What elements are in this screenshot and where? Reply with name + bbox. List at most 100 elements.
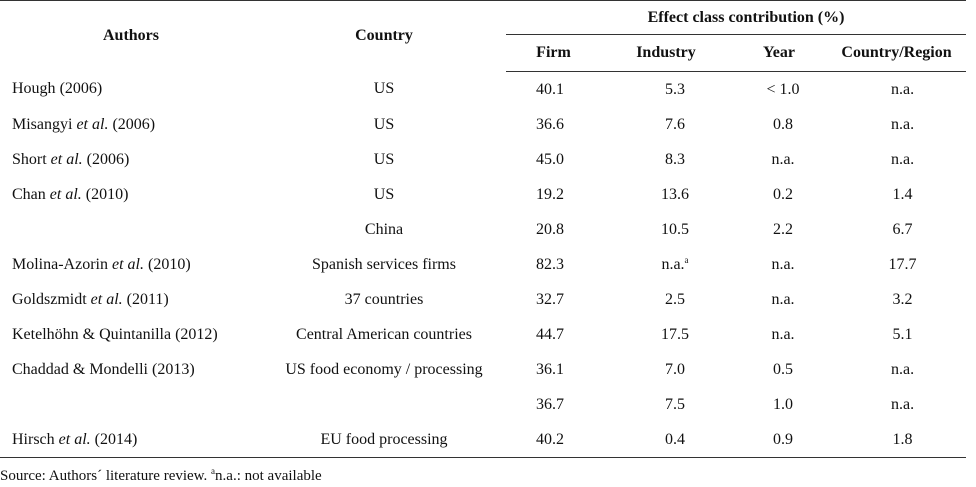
country-cell: US	[373, 115, 395, 133]
region-header: Country/Region	[827, 34, 967, 72]
year-cell: 0.8	[773, 115, 793, 133]
author-year: (2010)	[143, 255, 191, 273]
author-cell	[0, 387, 262, 422]
firm-cell: 40.2	[506, 422, 601, 458]
source-definition: n.a.: not available	[215, 468, 322, 484]
industry-value: 7.0	[665, 361, 685, 378]
industry-cell: 7.5	[601, 387, 731, 422]
country-cell: US food economy / processing	[285, 360, 483, 378]
region-cell: n.a.	[890, 80, 915, 98]
industry-cell: 0.4	[601, 422, 731, 458]
industry-cell: 8.3	[601, 142, 731, 177]
author-name: Molina-Azorin	[12, 255, 112, 273]
industry-cell: 17.5	[601, 317, 731, 352]
industry-cell: 7.0	[601, 352, 731, 387]
year-cell: n.a.	[771, 325, 795, 343]
region-cell: 1.4	[892, 185, 913, 203]
country-cell: Spanish services firms	[312, 255, 456, 273]
author-name: Short	[12, 150, 51, 168]
effect-class-header: Effect class contribution (%)	[506, 0, 967, 35]
firm-cell: 36.7	[536, 395, 564, 413]
industry-value: 10.5	[661, 221, 689, 238]
author-year: (2014)	[90, 430, 138, 448]
table-row: Misangyi et al. (2006) US 36.6 7.6 0.8 n.a.	[0, 107, 966, 142]
firm-cell: 82.3	[536, 255, 564, 273]
country-cell: US	[373, 80, 395, 98]
author-year: (2011)	[122, 290, 169, 308]
industry-value: 17.5	[661, 326, 689, 343]
country-cell: China	[364, 220, 404, 238]
year-cell: 2.2	[773, 220, 793, 238]
region-cell: n.a.	[890, 360, 915, 378]
firm-cell: 36.1	[536, 360, 564, 378]
effect-contribution-table: Authors Country Effect class contributio…	[0, 0, 967, 458]
year-cell: 1.0	[773, 395, 793, 413]
region-cell: 1.8	[827, 422, 967, 458]
year-header: Year	[731, 34, 827, 72]
author-cell: Chan et al. (2010)	[0, 177, 262, 212]
industry-value: 0.4	[665, 431, 685, 448]
year-cell: 0.2	[773, 185, 793, 203]
firm-cell: 32.7	[536, 290, 564, 308]
region-cell: 3.2	[892, 290, 913, 308]
year-cell: 0.9	[731, 422, 827, 458]
table-row: Ketelhöhn & Quintanilla (2012) Central Am…	[0, 317, 966, 352]
table-row: Goldszmidt et al. (2011) 37 countries 32.7…	[0, 282, 966, 317]
table-row: 36.7 7.5 1.0 n.a.	[0, 387, 966, 422]
year-cell: n.a.	[771, 150, 795, 168]
author-cell: Goldszmidt et al. (2011)	[0, 282, 262, 317]
author-name: Goldszmidt	[12, 290, 91, 308]
author-name: Chan	[12, 185, 50, 203]
region-cell: n.a.	[890, 150, 915, 168]
author-cell	[0, 212, 262, 247]
country-cell	[262, 387, 506, 422]
firm-cell: 44.7	[536, 325, 564, 343]
industry-footnote: a	[684, 255, 689, 265]
author-etal: et al.	[58, 430, 91, 448]
region-cell: n.a.	[890, 395, 915, 413]
author-name: Misangyi	[12, 115, 77, 133]
industry-value: 7.6	[665, 116, 685, 133]
author-name: Hirsch	[12, 430, 59, 448]
industry-value: 13.6	[661, 186, 689, 203]
table-row: Chaddad & Mondelli (2013) US food economy…	[0, 352, 966, 387]
author-name: Ketelhöhn & Quintanilla (2012)	[12, 325, 218, 343]
region-cell: 6.7	[892, 220, 913, 238]
author-year: (2006)	[82, 150, 130, 168]
industry-cell: 13.6	[601, 177, 731, 212]
author-cell: Hirsch et al. (2014)	[0, 422, 262, 458]
country-cell: Central American countries	[296, 325, 472, 343]
country-header: Country	[262, 0, 506, 72]
country-cell: US	[373, 150, 395, 168]
author-cell: Ketelhöhn & Quintanilla (2012)	[0, 317, 262, 352]
author-cell: Molina-Azorin et al. (2010)	[0, 247, 262, 282]
region-cell: n.a.	[890, 115, 915, 133]
industry-cell: 5.3	[601, 72, 731, 108]
author-year: (2006)	[108, 115, 156, 133]
country-cell: EU food processing	[262, 422, 506, 458]
authors-header: Authors	[0, 0, 262, 72]
table-body: Hough (2006) US 40.1 5.3 < 1.0 n.a. Misangyi e…	[0, 72, 967, 458]
year-cell: < 1.0	[766, 80, 800, 98]
year-cell: n.a.	[771, 290, 795, 308]
firm-cell: 45.0	[536, 150, 564, 168]
author-cell: Misangyi et al. (2006)	[0, 107, 262, 142]
author-etal: et al.	[76, 115, 109, 133]
author-year: (2010)	[81, 185, 129, 203]
industry-value: n.a.	[661, 256, 685, 273]
source-note: Source: Authors´ literature review. an.a…	[0, 466, 322, 485]
table-row: Chan et al. (2010) US 19.2 13.6 0.2 1.4	[0, 177, 966, 212]
table-row: Hough (2006) US 40.1 5.3 < 1.0 n.a.	[0, 72, 966, 108]
author-etal: et al.	[49, 185, 82, 203]
firm-cell: 20.8	[536, 220, 564, 238]
author-cell: Chaddad & Mondelli (2013)	[0, 352, 262, 387]
industry-header: Industry	[601, 34, 731, 72]
table-row: Molina-Azorin et al. (2010) Spanish servi…	[0, 247, 966, 282]
firm-header: Firm	[506, 34, 601, 72]
industry-cell: 7.6	[601, 107, 731, 142]
industry-cell: 2.5	[601, 282, 731, 317]
author-etal: et al.	[111, 255, 144, 273]
author-cell: Short et al. (2006)	[0, 142, 262, 177]
author-name: Chaddad & Mondelli (2013)	[12, 360, 195, 378]
author-name: Hough	[12, 80, 56, 98]
